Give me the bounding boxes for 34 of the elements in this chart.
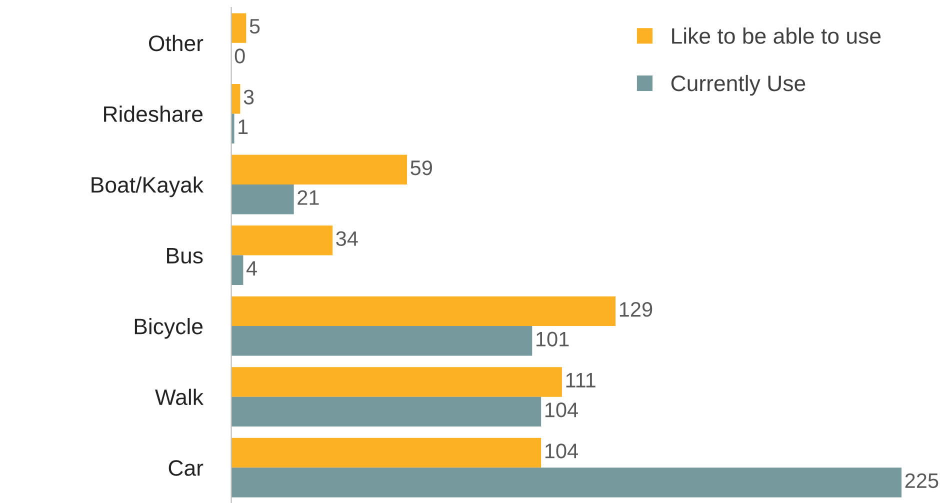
data-label: 0 <box>234 48 245 64</box>
data-label: 225 <box>905 473 938 488</box>
bar <box>231 396 542 427</box>
data-label: 59 <box>410 160 432 176</box>
data-label: 104 <box>545 402 578 418</box>
bar <box>231 184 294 214</box>
y-tick-label: Rideshare <box>104 106 203 122</box>
y-tick-label: Bus <box>167 248 203 264</box>
bar <box>231 296 616 326</box>
legend-label: Like to be able to use <box>672 28 881 44</box>
data-label: 111 <box>566 373 596 388</box>
legend-label: Currently Use <box>671 74 806 96</box>
bar <box>231 13 246 43</box>
data-label: 1 <box>238 120 248 134</box>
data-label: 4 <box>246 261 257 276</box>
bar <box>231 326 532 356</box>
data-label: 101 <box>536 332 569 347</box>
data-label: 21 <box>298 190 319 205</box>
bar <box>231 367 562 397</box>
y-tick-label: Other <box>148 34 204 52</box>
y-tick-label: Boat/Kayak <box>92 176 204 198</box>
data-label: 5 <box>250 19 260 34</box>
y-tick-label: Bicycle <box>134 318 203 339</box>
data-label: 3 <box>244 90 254 104</box>
bar <box>231 226 333 256</box>
bar <box>231 255 244 285</box>
data-label: 129 <box>620 302 652 317</box>
data-label: 34 <box>336 231 358 246</box>
bar <box>231 154 408 184</box>
bar <box>231 468 902 498</box>
y-tick-label: Car <box>168 460 204 476</box>
bar <box>231 438 542 468</box>
data-label: 104 <box>545 444 578 458</box>
y-tick-label: Walk <box>155 388 204 406</box>
